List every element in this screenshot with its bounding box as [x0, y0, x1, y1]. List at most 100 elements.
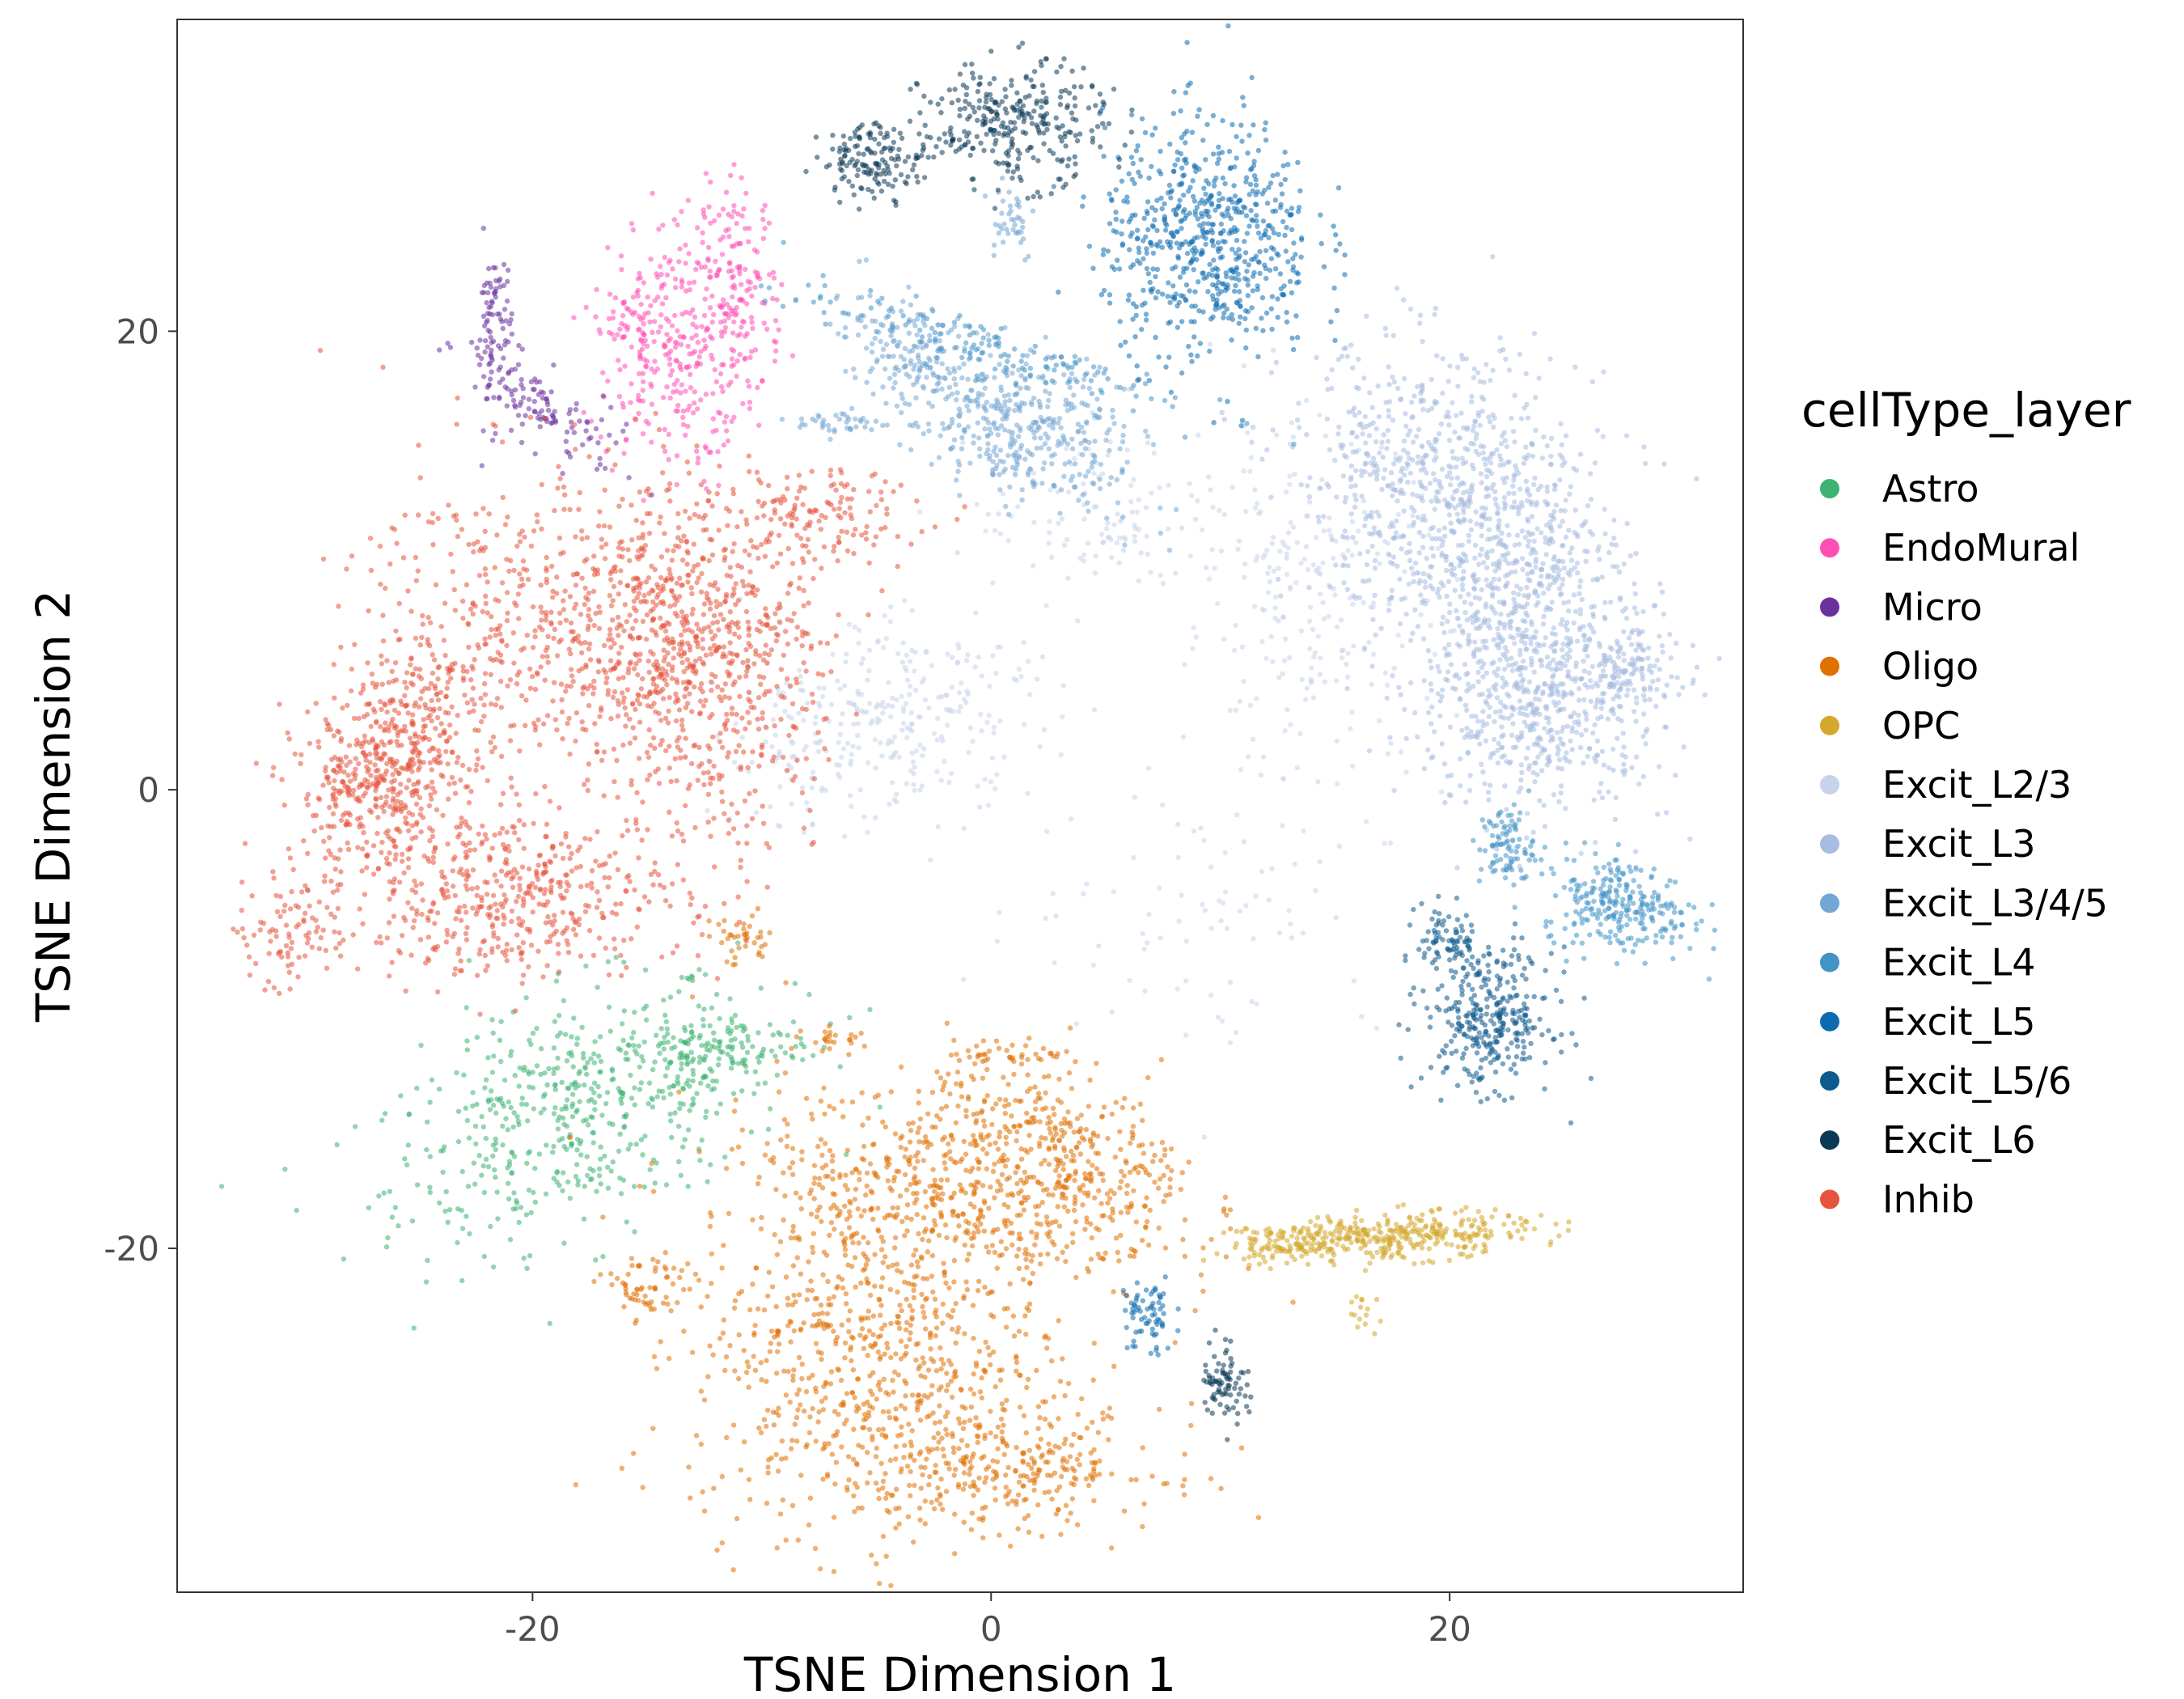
data-point — [980, 1506, 985, 1511]
data-point — [1151, 450, 1158, 456]
data-point — [504, 403, 510, 409]
data-point — [913, 1341, 919, 1348]
data-point — [1351, 978, 1357, 984]
data-point — [1405, 462, 1411, 468]
data-point — [1003, 1485, 1009, 1490]
data-point — [423, 1279, 430, 1285]
data-point — [740, 1028, 746, 1034]
data-point — [1021, 1472, 1027, 1479]
data-point — [617, 326, 623, 332]
data-point — [837, 1064, 844, 1070]
data-point — [1401, 508, 1407, 514]
data-point — [960, 1211, 967, 1218]
data-point — [936, 1184, 942, 1191]
data-point — [1162, 1146, 1168, 1153]
data-point — [598, 1156, 603, 1162]
data-point — [719, 252, 726, 257]
data-point — [870, 1434, 875, 1439]
data-point — [971, 1190, 978, 1196]
data-point — [486, 304, 492, 311]
data-point — [1345, 548, 1351, 553]
data-point — [1065, 1109, 1071, 1115]
data-point — [1060, 1249, 1065, 1256]
data-point — [938, 1366, 944, 1372]
data-point — [608, 1271, 614, 1277]
data-point — [652, 1286, 658, 1292]
data-point — [1023, 1496, 1029, 1502]
data-point — [471, 1160, 477, 1166]
data-point — [1421, 1238, 1427, 1244]
data-point — [762, 202, 768, 209]
data-point — [905, 1514, 912, 1519]
data-point — [709, 1251, 714, 1257]
data-point — [777, 748, 782, 754]
data-point — [1361, 600, 1366, 606]
data-point — [1349, 710, 1355, 715]
data-point — [1360, 431, 1365, 437]
data-point — [1067, 1120, 1073, 1126]
data-point — [890, 1262, 895, 1269]
data-point — [1163, 1193, 1169, 1198]
data-point — [1061, 542, 1068, 548]
data-point — [962, 1242, 968, 1248]
data-point — [908, 1454, 913, 1460]
data-point — [922, 1464, 928, 1471]
data-point — [1519, 528, 1526, 534]
data-point — [1369, 510, 1374, 515]
data-point — [981, 1228, 988, 1234]
data-point — [907, 1139, 913, 1145]
data-point — [738, 1467, 744, 1473]
data-point — [619, 1100, 624, 1106]
data-point — [1254, 1001, 1259, 1006]
data-point — [1302, 1240, 1309, 1247]
data-point — [1200, 1288, 1206, 1294]
data-point — [600, 1214, 606, 1220]
data-point — [1005, 1157, 1010, 1163]
data-point — [933, 1222, 938, 1228]
data-point — [907, 659, 913, 664]
data-point — [1031, 1459, 1037, 1464]
data-point — [961, 977, 967, 982]
data-point — [872, 737, 878, 743]
data-point — [701, 337, 707, 343]
data-point — [890, 780, 895, 786]
data-point — [1334, 738, 1340, 744]
data-point — [574, 1036, 581, 1041]
data-point — [1246, 1235, 1253, 1241]
data-point — [854, 1404, 860, 1409]
data-point — [923, 1227, 929, 1232]
data-point — [1091, 504, 1097, 510]
data-point — [382, 1111, 388, 1116]
data-point — [916, 1088, 922, 1095]
data-point — [1180, 1236, 1186, 1243]
data-point — [589, 1086, 595, 1091]
data-point — [974, 1043, 980, 1049]
data-point — [1025, 659, 1031, 664]
data-point — [761, 320, 767, 326]
data-point — [1265, 570, 1271, 576]
data-point — [809, 1287, 815, 1294]
data-point — [1357, 1316, 1363, 1322]
data-point — [1566, 1219, 1572, 1225]
data-point — [1462, 1231, 1468, 1236]
data-point — [615, 332, 620, 337]
data-point — [729, 418, 734, 425]
data-point — [887, 1457, 894, 1464]
data-point — [564, 1097, 570, 1103]
data-point — [913, 748, 919, 754]
data-point — [822, 1444, 827, 1451]
data-point — [1044, 1219, 1050, 1225]
data-point — [1486, 527, 1492, 532]
data-point — [1416, 1241, 1421, 1248]
data-point — [1323, 433, 1329, 439]
data-point — [1092, 1460, 1098, 1466]
data-point — [512, 387, 518, 393]
data-point — [424, 1146, 430, 1153]
data-point — [1411, 480, 1416, 485]
data-point — [1056, 1076, 1062, 1083]
data-point — [1382, 670, 1388, 676]
data-point — [674, 453, 680, 459]
data-point — [1043, 1333, 1049, 1339]
data-point — [852, 1509, 857, 1515]
data-point — [870, 1370, 876, 1375]
